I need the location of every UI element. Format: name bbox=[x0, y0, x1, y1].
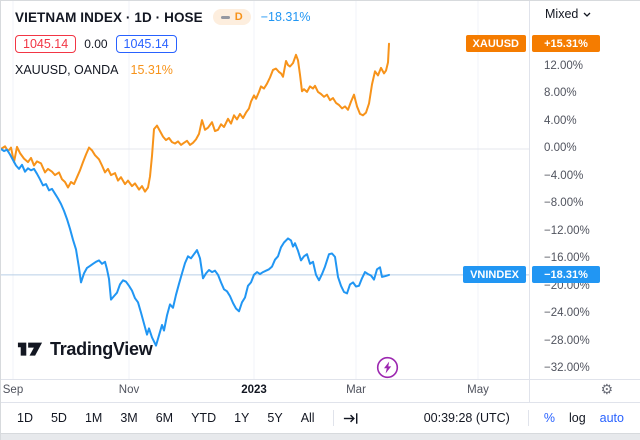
price-scale-tick: −16.00% bbox=[544, 252, 590, 264]
range-button-ytd[interactable]: YTD bbox=[191, 411, 217, 425]
change-value: 0.00 bbox=[84, 37, 108, 51]
compare-change-percent: 15.31% bbox=[130, 63, 173, 77]
price-scale-tick: −28.00% bbox=[544, 334, 590, 347]
vnindex-last-value-label: −18.31% bbox=[532, 266, 600, 284]
price-chart bbox=[1, 1, 529, 379]
range-button-all[interactable]: All bbox=[300, 411, 315, 425]
symbol-change-percent: −18.31% bbox=[260, 10, 311, 24]
chevron-down-icon bbox=[583, 12, 591, 17]
log-scale-toggle[interactable]: log bbox=[568, 411, 586, 425]
range-button-5d[interactable]: 5D bbox=[50, 411, 67, 425]
chart-plot-area[interactable] bbox=[1, 1, 529, 379]
chart-legend: VIETNAM INDEX · 1D · HOSE D −18.31% 1045… bbox=[15, 7, 310, 78]
price-scale-mode-label: Mixed bbox=[545, 7, 579, 21]
close-price-box: 1045.14 bbox=[115, 35, 177, 53]
bottom-toolbar: 1D 5D 1M 3M 6M YTD 1Y 5Y All 00:39:28 (UTC) % lo… bbox=[1, 402, 640, 433]
interval-badge[interactable]: D bbox=[212, 9, 251, 25]
price-scale[interactable]: Mixed 12.00% 8.00% 4.00% 0.00% −4.00% −8.00% −… bbox=[529, 1, 640, 379]
interval-label: D bbox=[234, 11, 243, 23]
tradingview-logo-text: TradingView bbox=[50, 339, 153, 359]
price-scale-tick: −4.00% bbox=[544, 169, 584, 182]
auto-scale-toggle[interactable]: auto bbox=[599, 411, 624, 425]
tradingview-logo[interactable]: TradingView bbox=[17, 339, 153, 360]
time-axis-label: Nov bbox=[118, 384, 140, 396]
time-axis-label: Mar bbox=[346, 384, 366, 396]
price-scale-tick: −8.00% bbox=[544, 197, 584, 209]
bottom-band bbox=[1, 433, 640, 440]
axis-corner: ⚙ bbox=[529, 380, 640, 403]
time-axis-label: Sep bbox=[2, 384, 24, 396]
range-button-1d[interactable]: 1D bbox=[17, 411, 33, 425]
go-to-date-icon[interactable] bbox=[342, 409, 361, 428]
price-scale-mode-dropdown[interactable]: Mixed bbox=[545, 7, 591, 21]
lightning-status-icon[interactable] bbox=[376, 356, 399, 384]
percent-scale-toggle[interactable]: % bbox=[543, 411, 555, 425]
price-scale-tick: −32.00% bbox=[544, 362, 590, 374]
minus-icon bbox=[220, 15, 230, 19]
time-axis-label: May bbox=[467, 384, 489, 396]
xauusd-last-value-label: +15.31% bbox=[532, 35, 600, 53]
range-button-6m[interactable]: 6M bbox=[155, 411, 174, 425]
toolbar-divider-2 bbox=[527, 410, 529, 426]
xauusd-series-tag: XAUUSD bbox=[465, 35, 526, 53]
price-scale-tick: 4.00% bbox=[544, 114, 577, 127]
symbol-title[interactable]: VIETNAM INDEX · 1D · HOSE bbox=[15, 9, 203, 25]
price-scale-tick: 12.00% bbox=[544, 59, 584, 72]
toolbar-divider bbox=[332, 410, 334, 426]
tradingview-logo-icon bbox=[17, 342, 43, 356]
clock-utc[interactable]: 00:39:28 (UTC) bbox=[423, 411, 510, 425]
price-scale-tick: 0.00% bbox=[544, 142, 577, 154]
price-scale-tick: −12.00% bbox=[544, 224, 590, 237]
compare-symbol-title[interactable]: XAUUSD, OANDA bbox=[15, 63, 119, 77]
price-scale-tick: −24.00% bbox=[544, 307, 590, 319]
gear-icon[interactable]: ⚙ bbox=[600, 382, 613, 398]
vnindex-series-tag: VNINDEX bbox=[463, 266, 526, 284]
time-axis-label: 2023 bbox=[241, 384, 267, 396]
range-button-1m[interactable]: 1M bbox=[84, 411, 103, 425]
range-button-1y[interactable]: 1Y bbox=[234, 411, 250, 425]
range-button-5y[interactable]: 5Y bbox=[267, 411, 283, 425]
range-button-3m[interactable]: 3M bbox=[120, 411, 138, 425]
open-price-box: 1045.14 bbox=[15, 35, 77, 53]
price-scale-tick: 8.00% bbox=[544, 87, 577, 99]
time-axis[interactable]: Sep Nov 2023 Mar May ⚙ bbox=[1, 379, 640, 403]
